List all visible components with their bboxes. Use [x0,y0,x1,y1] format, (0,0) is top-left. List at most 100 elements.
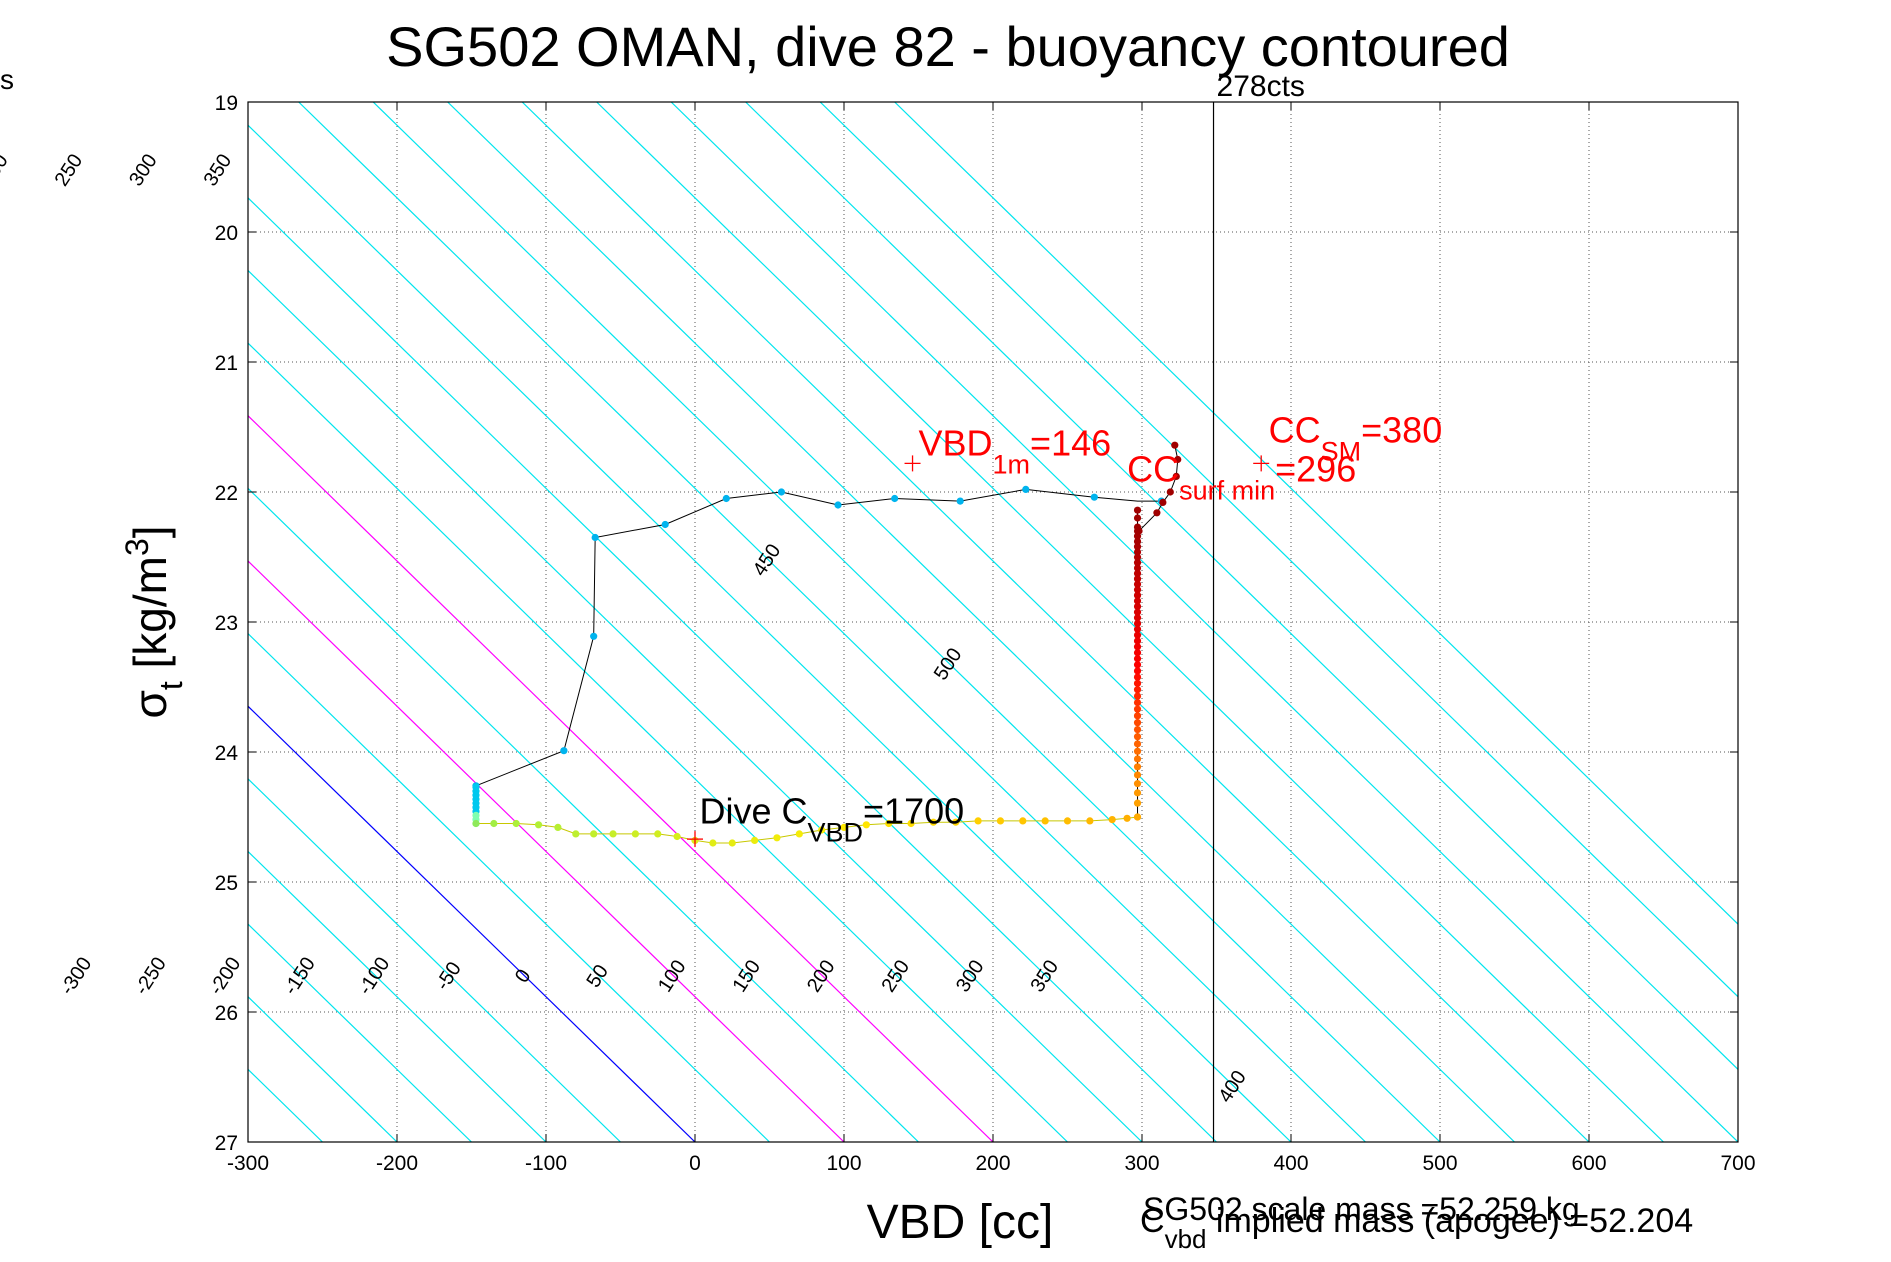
x-tick-label: 100 [826,1152,861,1175]
bottom-track-point [512,819,520,828]
annotation-rest: =296 [1275,449,1356,490]
bottom-track-point [1063,817,1072,825]
contour-lines [0,102,1738,1142]
upcast-point [560,747,568,755]
x-tick-label: 300 [1124,1152,1159,1175]
y-tick-label: 23 [215,612,238,635]
upcast-point [777,488,786,496]
y-tick-label: 21 [215,352,238,375]
downcast-column-point [1133,733,1142,741]
annotation-rest: =146 [1030,423,1111,464]
annotation-base: Dive C [699,791,807,832]
downcast-column-point [1133,649,1142,657]
x-tick-label: 200 [975,1152,1010,1175]
y-label-sup: 3 [119,538,155,556]
contour-line [521,102,1590,1142]
contour-label: -300 [56,953,96,999]
downcast-surface-point [1135,527,1143,535]
upcast-point [1022,485,1030,493]
contour-label: 200 [0,150,13,190]
bottom-track-point [1108,816,1116,824]
downcast-column-point [1133,619,1142,628]
downcast-column-point [1133,813,1142,821]
downcast-column-point [1133,679,1142,687]
downcast-surface-point [1133,514,1142,522]
implied-mass-prefix: C [1140,1202,1165,1240]
downcast-column-point [1133,780,1142,788]
bottom-track-point [572,830,580,838]
downcast-column-point [1133,608,1142,616]
bottom-track-point [673,832,681,841]
x-tick-label: -300 [227,1152,269,1175]
downcast-column-point [1133,740,1142,748]
downcast-column-point [1133,643,1142,651]
contour-line [248,269,1143,1142]
downcast-column-point [1133,705,1142,713]
contour-label: 250 [51,150,88,190]
annotation-sub: 1m [993,450,1031,480]
y-axis: 19 20 21 22 23 24 25 26 27 [215,92,1738,1155]
downcast-column-point [1133,631,1142,639]
downcast-column-point [1133,673,1142,681]
downcast-surface-point [1153,509,1161,517]
x-tick-label: 0 [689,1152,701,1175]
contour-line [248,414,994,1142]
annotation-plus-marker [1253,455,1270,472]
downcast-column-points [1133,527,1142,821]
implied-mass-rest: implied mass (apogee) =52.204 [1206,1202,1693,1240]
implied-mass-label: Cvbd implied mass (apogee) =52.204 [1140,1202,1693,1254]
annotation-sub: SM [1321,437,1362,467]
x-tick-label: -200 [376,1152,418,1175]
downcast-column-point [1133,553,1142,561]
contour-label: 300 [125,150,162,190]
corner-label: s [0,64,14,95]
contour-line [0,102,25,1142]
downcast-surface-point [1166,488,1174,496]
y-tick-label: 26 [215,1002,238,1025]
downcast-surface-point [1174,455,1182,464]
downcast-column-point [1133,586,1142,594]
annotation-rest: =1700 [863,791,964,832]
bottom-track-point [885,819,893,828]
y-label-mid: [kg/m [124,556,176,681]
downcast-column-point [1133,537,1142,546]
contour-line [596,102,1664,1142]
downcast-column-point [1133,548,1142,556]
bottom-track-point [1019,817,1027,825]
bottom-track-point [654,830,662,838]
bottom-track-point [773,834,781,842]
upcast-points [472,485,1165,790]
contour-line [248,560,845,1142]
x-tick-label: -100 [525,1152,567,1175]
bottom-track-point [609,830,617,838]
y-tick-label: 22 [215,482,238,505]
upcast-point [891,494,899,503]
downcast-column-point [1133,602,1142,611]
downcast-column-point [1133,543,1142,551]
downcast-column-point [1133,614,1142,622]
x-tick-label: 400 [1273,1152,1308,1175]
downcast-column-point [1133,559,1142,567]
upcast-point [661,520,669,529]
upcast-track-line [475,488,1160,787]
bottom-bar [472,783,480,828]
downcast-column-point [1133,575,1142,583]
contour-label: 350 [200,150,237,190]
downcast-surface-point [1171,441,1179,449]
bottom-track-point [795,830,803,838]
bottom-track-point [590,830,598,838]
bottom-track-point [952,818,960,826]
contour-line [248,778,621,1142]
bottom-track-point [907,819,915,828]
x-tick-label: 600 [1571,1152,1606,1175]
downcast-column-point [1133,661,1142,669]
bottom-track-point [472,819,480,828]
downcast-column-point [1133,580,1142,588]
contour-line [447,102,1515,1142]
y-tick-label: 27 [215,1132,238,1155]
chart-title: SG502 OMAN, dive 82 - buoyancy contoured [386,15,1510,78]
y-tick-label: 20 [215,222,238,245]
downcast-surface-point [1172,472,1180,480]
upcast-point [1090,493,1098,501]
